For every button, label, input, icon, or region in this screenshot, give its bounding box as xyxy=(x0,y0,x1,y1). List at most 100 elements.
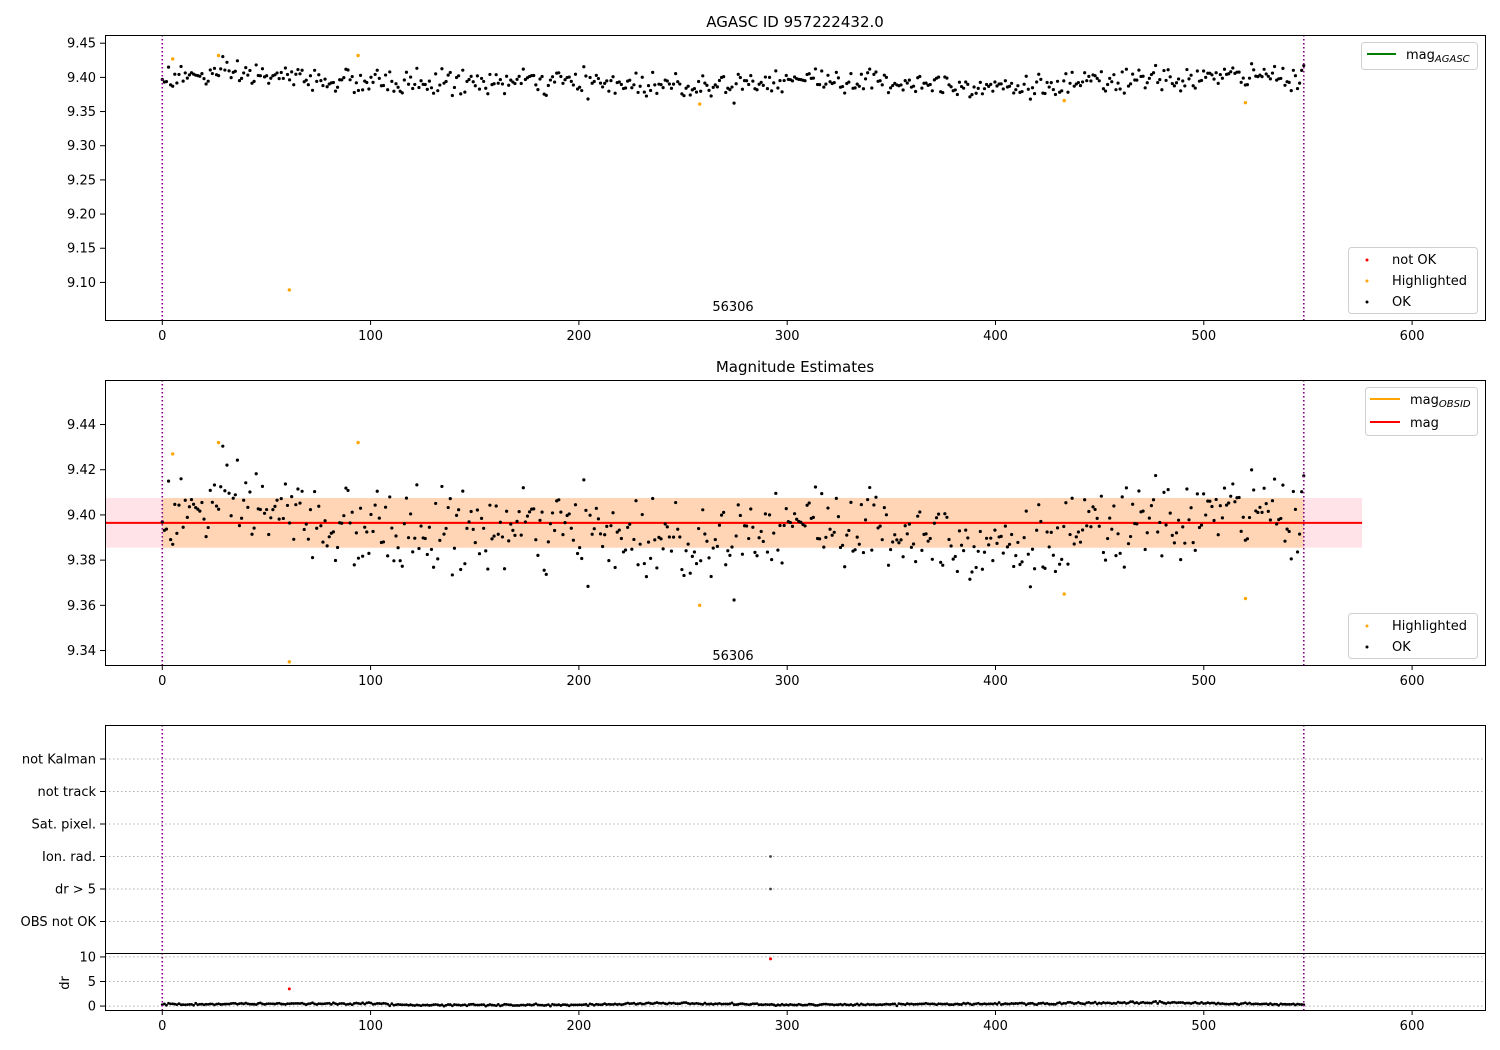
ok-point xyxy=(822,85,826,89)
ok-point xyxy=(187,73,192,77)
dr-point xyxy=(615,1003,619,1006)
ok-point xyxy=(578,546,582,550)
ok-point xyxy=(325,544,329,548)
dr-point xyxy=(467,1003,471,1006)
x-tick-label: 100 xyxy=(358,1019,383,1034)
ok-point xyxy=(1189,506,1193,510)
ok-point xyxy=(957,80,962,84)
ok-point xyxy=(1087,509,1091,514)
ok-point xyxy=(920,548,924,552)
dr-point xyxy=(818,1003,822,1007)
ok-point xyxy=(1062,79,1066,83)
ok-point xyxy=(1078,84,1083,88)
dr-point xyxy=(461,1003,465,1007)
category-label: Ion. rad. xyxy=(42,850,96,865)
ok-point xyxy=(1016,540,1020,545)
ok-point xyxy=(285,72,290,77)
ok-point xyxy=(1095,516,1099,520)
flag-point xyxy=(769,855,772,858)
dr-point xyxy=(231,1001,235,1005)
dr-point xyxy=(793,1003,796,1007)
dr-point xyxy=(1112,1001,1116,1005)
ok-point xyxy=(571,538,575,542)
ok-point xyxy=(523,520,527,524)
ok-point xyxy=(744,524,749,528)
ok-point xyxy=(521,67,525,71)
ok-point xyxy=(945,515,949,519)
dr-point xyxy=(985,1002,988,1006)
ok-point xyxy=(239,516,244,520)
legend-label: mag xyxy=(1410,416,1439,431)
ok-point xyxy=(208,488,212,492)
ok-point xyxy=(632,83,636,87)
dr-point xyxy=(1262,1002,1266,1006)
dr-point xyxy=(820,1003,824,1006)
dr-point xyxy=(903,1003,907,1007)
dr-point xyxy=(208,1002,212,1006)
dr-point xyxy=(855,1002,859,1006)
highlighted-point xyxy=(287,288,292,292)
ok-point xyxy=(404,70,409,74)
dr-point xyxy=(997,1001,1001,1004)
ok-point xyxy=(392,559,396,563)
ok-point xyxy=(346,68,350,72)
panel-dr: 0 100 200 300 400 500 600 0 5 10 dr xyxy=(58,950,1486,1034)
ok-point xyxy=(686,542,690,546)
ok-point xyxy=(884,513,889,517)
ok-point xyxy=(294,72,298,76)
ok-point xyxy=(1250,62,1254,66)
ok-point xyxy=(715,544,719,548)
ok-point xyxy=(1141,74,1145,78)
ok-point xyxy=(231,496,235,500)
ok-point xyxy=(444,526,448,531)
highlighted-point xyxy=(698,603,702,608)
dr-point xyxy=(701,1002,705,1006)
dr-point xyxy=(1079,1001,1082,1005)
dr-point xyxy=(926,1002,930,1006)
ok-point xyxy=(601,85,605,89)
dr-point xyxy=(398,1003,402,1006)
ok-point xyxy=(828,80,832,84)
ok-point xyxy=(300,68,304,72)
dr-point xyxy=(989,1002,993,1006)
ok-point xyxy=(1060,89,1064,93)
legend-marker-highlighted xyxy=(1365,624,1369,628)
ok-point xyxy=(1043,566,1047,570)
ok-point xyxy=(855,535,859,539)
ok-point xyxy=(1030,86,1035,90)
ok-point xyxy=(855,82,859,86)
ok-point xyxy=(711,546,715,550)
dr-point xyxy=(578,1003,582,1007)
ok-point xyxy=(646,84,651,88)
dr-point xyxy=(1026,1002,1030,1006)
category-label: OBS not OK xyxy=(21,915,97,930)
ok-point xyxy=(628,522,632,526)
ok-point xyxy=(638,84,642,88)
ok-point xyxy=(1156,530,1160,534)
ok-point xyxy=(1166,68,1170,72)
ok-point xyxy=(1231,482,1235,486)
dr-point xyxy=(941,1002,945,1006)
ok-point xyxy=(208,68,212,72)
dr-point xyxy=(607,1002,611,1006)
ok-point xyxy=(559,74,563,79)
ok-point xyxy=(968,95,972,99)
dr-point xyxy=(569,1003,573,1007)
ok-point xyxy=(1070,496,1074,500)
dr-point xyxy=(857,1003,861,1007)
ok-point xyxy=(540,510,544,514)
ok-point xyxy=(853,86,857,90)
ok-point xyxy=(461,68,465,72)
ok-point xyxy=(423,536,427,541)
ok-point xyxy=(431,91,436,95)
ok-point xyxy=(290,495,294,499)
dr-point xyxy=(354,1001,358,1005)
ok-point xyxy=(1168,511,1172,515)
ok-point xyxy=(477,552,482,556)
dr-point xyxy=(1156,1002,1160,1005)
dr-point xyxy=(434,1003,438,1006)
dr-point xyxy=(751,1002,755,1006)
y-axis-label: dr xyxy=(58,976,73,990)
dr-point xyxy=(1300,1003,1304,1006)
y-tick-label: 9.20 xyxy=(67,208,96,223)
